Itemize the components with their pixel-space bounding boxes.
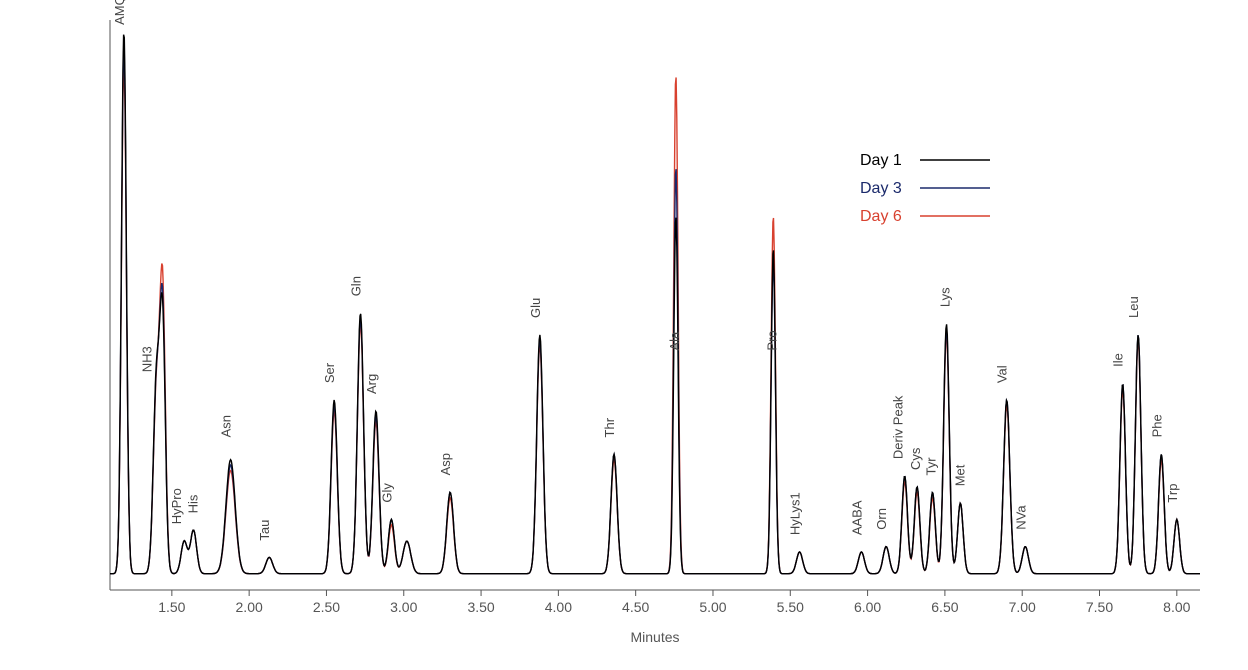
peak-label-cys: Cys: [908, 447, 923, 470]
peak-label-orn: Orn: [874, 508, 889, 530]
peak-label-gly: Gly: [379, 483, 394, 503]
peak-label-tyr: Tyr: [924, 457, 939, 476]
peak-label-ile: Ile: [1111, 353, 1126, 367]
legend-label: Day 3: [860, 180, 902, 197]
peak-label-hypro: HyPro: [169, 488, 184, 524]
x-tick-label: 6.50: [931, 599, 958, 615]
series-day-1: [110, 35, 1200, 574]
x-tick-label: 2.00: [236, 599, 263, 615]
x-tick-label: 7.50: [1086, 599, 1113, 615]
peak-label-amq: AMQ: [112, 0, 127, 25]
peak-label-deriv-peak: Deriv Peak: [891, 395, 906, 459]
x-tick-label: 6.00: [854, 599, 881, 615]
series-day-6: [110, 67, 1200, 574]
peak-label-arg: Arg: [364, 374, 379, 394]
peak-label-asp: Asp: [438, 453, 453, 475]
peak-label-val: Val: [995, 365, 1010, 383]
peak-label-asn: Asn: [219, 415, 234, 437]
peak-label-phe: Phe: [1149, 414, 1164, 437]
x-tick-label: 2.50: [313, 599, 340, 615]
peak-label-thr: Thr: [602, 417, 617, 437]
series-day-3: [110, 51, 1200, 574]
legend-label: Day 1: [860, 152, 902, 169]
peak-label-met: Met: [952, 464, 967, 486]
peak-label-tau: Tau: [257, 520, 272, 541]
x-tick-label: 3.00: [390, 599, 417, 615]
x-tick-label: 7.00: [1009, 599, 1036, 615]
peak-label-nva: NVa: [1013, 505, 1028, 530]
peak-label-leu: Leu: [1126, 296, 1141, 318]
legend-label: Day 6: [860, 208, 902, 225]
chromatogram-chart: 1.50 2.00 2.50 3.00 3.50 4.00 4.50 5.00 5.50 6.00…: [0, 0, 1248, 670]
peak-label-ser: Ser: [322, 362, 337, 383]
peak-label-trp: Trp: [1165, 484, 1180, 503]
peak-label-aaba: AABA: [849, 500, 864, 535]
x-tick-label: 5.00: [699, 599, 726, 615]
peak-label-lys: Lys: [937, 287, 952, 307]
peak-label-his: His: [185, 494, 200, 513]
peak-label-glu: Glu: [528, 298, 543, 318]
x-tick-label: 8.00: [1163, 599, 1190, 615]
x-axis-title: Minutes: [630, 629, 679, 645]
peak-label-hylys1: HyLys1: [788, 492, 803, 535]
peak-label-pro: Pro: [764, 330, 779, 350]
peak-label-gln: Gln: [348, 276, 363, 296]
x-tick-label: 3.50: [467, 599, 494, 615]
x-tick-label: 4.50: [622, 599, 649, 615]
x-tick-label: 1.50: [158, 599, 185, 615]
peak-label-ala: Ala: [667, 331, 682, 351]
peak-label-nh3: NH3: [139, 346, 154, 372]
x-tick-label: 4.00: [545, 599, 572, 615]
x-tick-label: 5.50: [777, 599, 804, 615]
